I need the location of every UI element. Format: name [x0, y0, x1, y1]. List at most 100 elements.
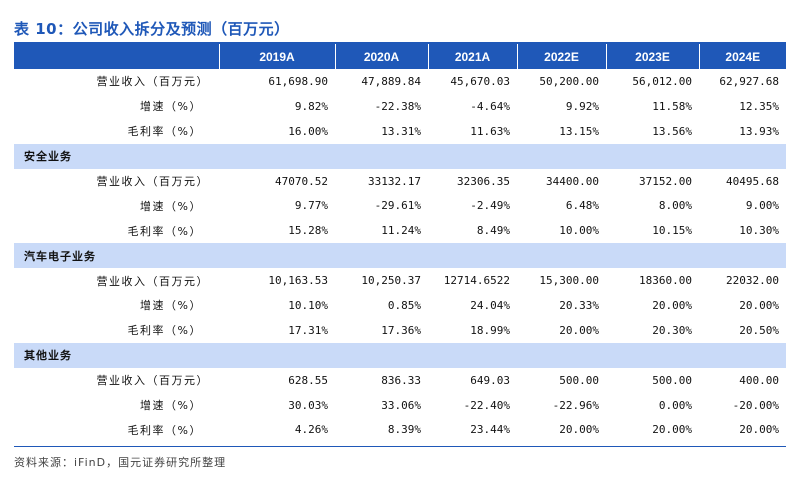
table-row: 增速（%） 9.77% -29.61% -2.49% 6.48% 8.00% 9…	[14, 193, 786, 218]
table-cell: 8.39%	[387, 423, 421, 437]
table-cell: 17.31%	[288, 323, 328, 337]
table-cell: 12.35%	[739, 99, 779, 113]
table-row: 增速（%） 10.10% 0.85% 24.04% 20.33% 20.00% …	[14, 293, 786, 318]
header-row: 2019A 2020A 2021A 2022E 2023E 2024E	[14, 44, 786, 69]
column-header: 2020A	[334, 44, 428, 69]
table-cell: 10.30%	[739, 224, 779, 238]
table-bottom-rule	[14, 446, 786, 447]
table-cell: 20.00%	[739, 298, 779, 312]
table-cell: 836.33	[381, 373, 421, 387]
row-label: 营业收入（百万元）	[96, 274, 209, 288]
table-cell: 20.00%	[559, 423, 599, 437]
section-row: 汽车电子业务	[14, 243, 786, 269]
table-cell: 50,200.00	[539, 74, 599, 88]
table-cell: 11.24%	[381, 224, 421, 238]
table-cell: 17.36%	[381, 323, 421, 337]
row-label: 增速（%）	[140, 299, 202, 313]
table-cell: -20.00%	[732, 398, 779, 412]
row-label: 毛利率（%）	[127, 324, 202, 338]
table-cell: 56,012.00	[632, 74, 692, 88]
table-cell: 24.04%	[470, 298, 510, 312]
table-cell: 15.28%	[288, 224, 328, 238]
column-header: 2023E	[605, 44, 699, 69]
table-cell: -2.49%	[470, 199, 510, 213]
table-cell: 34400.00	[546, 174, 599, 188]
row-label: 毛利率（%）	[127, 224, 202, 238]
title-rule	[14, 42, 786, 44]
row-label: 营业收入（百万元）	[96, 75, 209, 89]
table-cell: 628.55	[288, 373, 328, 387]
table-cell: 4.26%	[294, 423, 328, 437]
table-cell: 6.48%	[565, 199, 599, 213]
table-cell: 9.00%	[745, 199, 779, 213]
table-cell: 9.82%	[294, 99, 328, 113]
table-row: 毛利率（%） 4.26% 8.39% 23.44% 20.00% 20.00% …	[14, 417, 786, 442]
column-header: 2019A	[218, 44, 335, 69]
column-header: 2024E	[698, 44, 786, 69]
table-cell: 20.00%	[559, 323, 599, 337]
table-cell: 37152.00	[639, 174, 692, 188]
table-cell: 8.49%	[476, 224, 510, 238]
table-row: 营业收入（百万元） 61,698.90 47,889.84 45,670.03 …	[14, 69, 786, 94]
table-cell: 0.85%	[387, 298, 421, 312]
table-row: 营业收入（百万元） 47070.52 33132.17 32306.35 344…	[14, 169, 786, 194]
column-header: 2022E	[516, 44, 606, 69]
table-cell: 20.00%	[652, 423, 692, 437]
table-cell: 16.00%	[288, 124, 328, 138]
table-cell: 0.00%	[658, 398, 692, 412]
row-label: 毛利率（%）	[127, 423, 202, 437]
table-cell: 500.00	[652, 373, 692, 387]
table-cell: 500.00	[559, 373, 599, 387]
table-cell: 40495.68	[726, 174, 779, 188]
table-cell: 13.31%	[381, 124, 421, 138]
table-cell: 10.00%	[559, 224, 599, 238]
table-cell: 10,163.53	[268, 274, 328, 288]
table-cell: 30.03%	[288, 398, 328, 412]
table-cell: 18360.00	[639, 274, 692, 288]
table-row: 营业收入（百万元） 10,163.53 10,250.37 12714.6522…	[14, 268, 786, 293]
table-cell: 47070.52	[275, 174, 328, 188]
table-cell: 18.99%	[470, 323, 510, 337]
table-cell: 10,250.37	[361, 274, 421, 288]
table-row: 增速（%） 30.03% 33.06% -22.40% -22.96% 0.00…	[14, 393, 786, 418]
table-cell: 20.00%	[652, 298, 692, 312]
table-cell: 33.06%	[381, 398, 421, 412]
table-cell: 13.93%	[739, 124, 779, 138]
table-cell: 11.63%	[470, 124, 510, 138]
table-cell: 9.92%	[565, 99, 599, 113]
row-label: 营业收入（百万元）	[96, 175, 209, 188]
table-cell: 61,698.90	[268, 74, 328, 88]
row-label: 增速（%）	[140, 100, 202, 114]
table-cell: 20.30%	[652, 323, 692, 337]
row-label: 增速（%）	[140, 199, 202, 213]
table-cell: 12714.6522	[443, 274, 510, 288]
table-row: 毛利率（%） 15.28% 11.24% 8.49% 10.00% 10.15%…	[14, 218, 786, 243]
table-cell: 10.10%	[288, 298, 328, 312]
table-cell: 11.58%	[652, 99, 692, 113]
column-header	[14, 44, 219, 69]
table-cell: 32306.35	[457, 174, 510, 188]
row-label: 增速（%）	[140, 399, 202, 413]
table-cell: 13.56%	[652, 124, 692, 138]
table-cell: 10.15%	[652, 224, 692, 238]
section-label: 其他业务	[14, 342, 219, 368]
table-cell: 23.44%	[470, 423, 510, 437]
table-row: 营业收入（百万元） 628.55 836.33 649.03 500.00 50…	[14, 368, 786, 393]
revenue-forecast-table: 2019A 2020A 2021A 2022E 2023E 2024E 营业收入…	[14, 44, 786, 442]
table-cell: -22.40%	[463, 398, 510, 412]
table-cell: -29.61%	[374, 199, 421, 213]
table-cell: 15,300.00	[539, 274, 599, 288]
table-cell: 400.00	[739, 373, 779, 387]
table-cell: 62,927.68	[719, 74, 779, 88]
table-row: 毛利率（%） 16.00% 13.31% 11.63% 13.15% 13.56…	[14, 119, 786, 144]
section-row: 其他业务	[14, 342, 786, 368]
table-cell: 20.33%	[559, 298, 599, 312]
section-row: 安全业务	[14, 143, 786, 169]
table-cell: 45,670.03	[450, 74, 510, 88]
table-cell: 33132.17	[368, 174, 421, 188]
table-cell: 13.15%	[559, 124, 599, 138]
table-cell: 649.03	[470, 373, 510, 387]
table-cell: 47,889.84	[361, 74, 421, 88]
table-title: 表 10：公司收入拆分及预测（百万元）	[14, 20, 290, 38]
table-cell: 20.50%	[739, 323, 779, 337]
